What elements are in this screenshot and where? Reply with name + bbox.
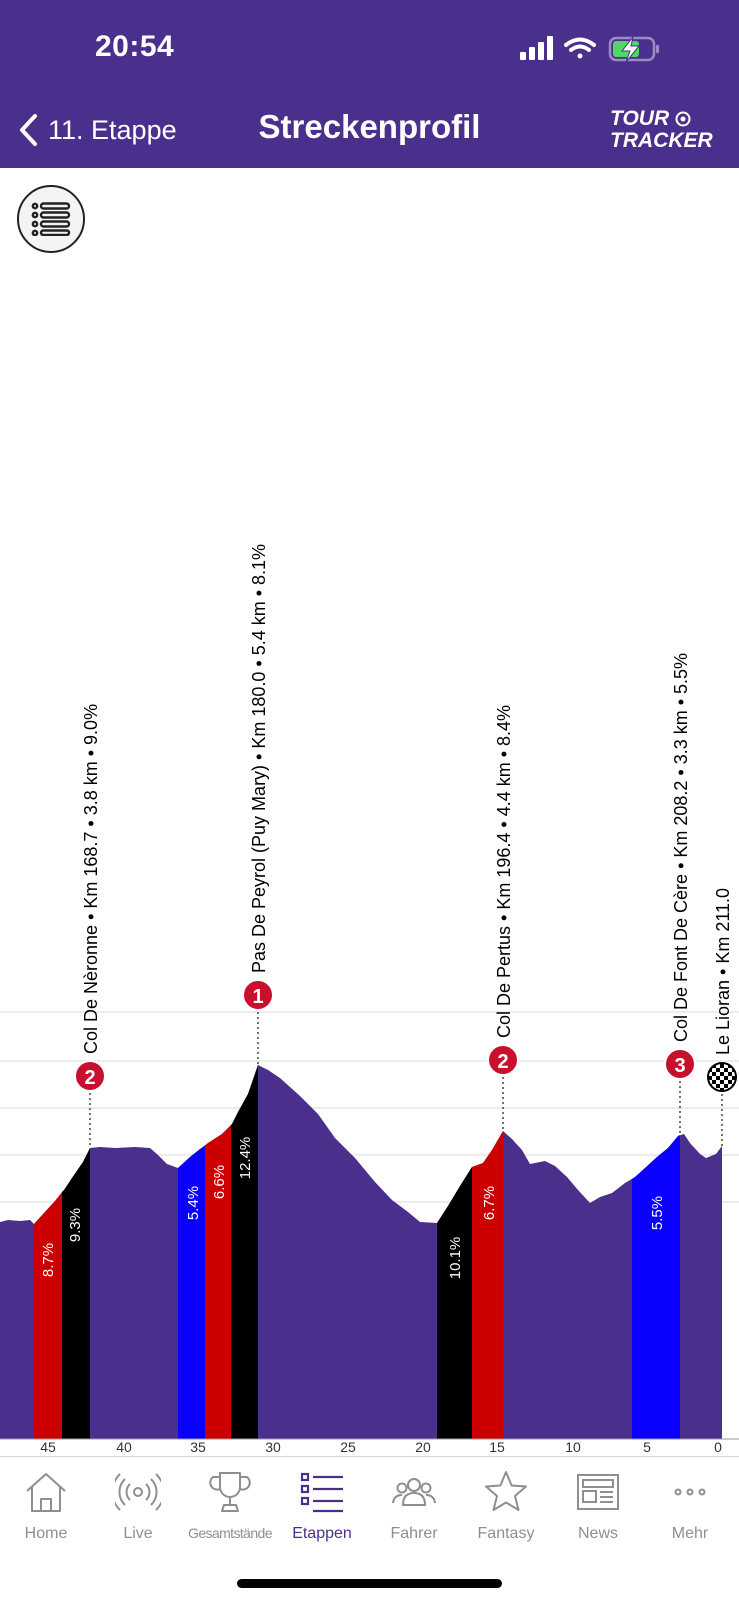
- axis-tick: 45: [40, 1439, 56, 1455]
- segment-red-1: [34, 1192, 62, 1439]
- segment-label: 5.5%: [649, 1196, 666, 1230]
- segment-black-3: [437, 1167, 472, 1439]
- stage-profile-chart: 8.7% 9.3% 5.4% 6.6% 12.4% 10.1% 6.7% 5.5…: [0, 544, 739, 1455]
- climb-category: 1: [252, 986, 263, 1008]
- back-button[interactable]: 11. Etappe: [18, 108, 177, 152]
- star-icon: [485, 1471, 527, 1511]
- logo-line-2: TRACKER: [610, 129, 713, 152]
- tab-news[interactable]: News: [552, 1469, 644, 1543]
- segment-red-3: [472, 1131, 503, 1439]
- status-icons: [520, 36, 659, 63]
- finish-label: Le Lioran • Km 211.0: [713, 888, 733, 1055]
- segment-black-2: [231, 1065, 258, 1439]
- climb-marker[interactable]: 3 Col De Font De Cère • Km 208.2 • 3.3 k…: [664, 653, 696, 1080]
- climb-marker[interactable]: 2 Col De Nèronne • Km 168.7 • 3.8 km • 9…: [74, 704, 106, 1092]
- axis-tick: 40: [116, 1439, 132, 1455]
- climb-label: Col De Pertus • Km 196.4 • 4.4 km • 8.4%: [494, 705, 514, 1038]
- list-icon: [31, 202, 71, 236]
- segment-label: 10.1%: [447, 1237, 464, 1280]
- logo-line-1: TOUR: [610, 108, 714, 130]
- segment-label: 6.6%: [211, 1165, 228, 1199]
- climb-marker[interactable]: 2 Col De Pertus • Km 196.4 • 4.4 km • 8.…: [487, 705, 519, 1076]
- segment-label: 9.3%: [67, 1208, 84, 1242]
- axis-tick: 20: [415, 1439, 431, 1455]
- climb-label: Col De Nèronne • Km 168.7 • 3.8 km • 9.0…: [81, 704, 101, 1054]
- target-icon: [675, 111, 691, 127]
- bottom-tab-bar: Home Live Gesamtstände: [0, 1456, 739, 1600]
- tab-riders[interactable]: Fahrer: [368, 1469, 460, 1543]
- checkered-flag-icon: [707, 1062, 737, 1092]
- more-icon: [674, 1488, 706, 1496]
- elevation-area: [0, 1065, 722, 1439]
- gradient-labels: 8.7% 9.3% 5.4% 6.6% 12.4% 10.1% 6.7% 5.5…: [40, 1137, 666, 1280]
- tab-more[interactable]: Mehr: [644, 1469, 736, 1543]
- climb-category: 2: [497, 1051, 508, 1073]
- segment-label: 5.4%: [185, 1186, 202, 1220]
- newspaper-icon: [577, 1474, 619, 1510]
- segment-red-2: [205, 1125, 231, 1439]
- climb-markers: 2 Col De Nèronne • Km 168.7 • 3.8 km • 9…: [74, 544, 738, 1093]
- segment-blue-2: [632, 1135, 680, 1439]
- segment-label: 6.7%: [481, 1186, 498, 1220]
- tab-fantasy[interactable]: Fantasy: [460, 1469, 552, 1543]
- segment-label: 12.4%: [237, 1137, 254, 1180]
- gradient-segments: [34, 1065, 680, 1439]
- riders-icon: [392, 1478, 436, 1506]
- list-icon: [300, 1472, 343, 1513]
- signal-icon: [520, 36, 553, 60]
- axis-tick: 10: [565, 1439, 581, 1455]
- segment-blue-1: [178, 1146, 205, 1439]
- climb-category: 2: [84, 1067, 95, 1089]
- axis-tick: 35: [190, 1439, 206, 1455]
- chevron-left-icon: [20, 114, 37, 146]
- segment-black-1: [62, 1148, 90, 1439]
- climb-category: 3: [674, 1055, 685, 1077]
- axis-tick: 25: [340, 1439, 356, 1455]
- segment-label: 8.7%: [40, 1243, 57, 1277]
- axis-tick: 5: [643, 1439, 651, 1455]
- tab-home[interactable]: Home: [0, 1469, 92, 1543]
- battery-charging-icon: [608, 36, 659, 63]
- tour-tracker-logo: TOUR TRACKER: [610, 108, 714, 152]
- home-indicator: [237, 1579, 502, 1588]
- status-time: 20:54: [95, 30, 175, 63]
- back-label: 11. Etappe: [48, 114, 177, 145]
- tab-standings[interactable]: Gesamtstände: [184, 1469, 276, 1541]
- distance-axis: 45 40 35 30 25 20 15 10 5 0: [0, 1438, 739, 1455]
- app-header: 20:54 11. Etappe Streckenprofil TOUR: [0, 0, 739, 168]
- axis-tick: 15: [489, 1439, 505, 1455]
- stage-menu-button[interactable]: [17, 185, 85, 253]
- axis-tick: 0: [714, 1439, 722, 1455]
- tab-live[interactable]: Live: [92, 1469, 184, 1543]
- wifi-icon: [564, 37, 596, 59]
- climb-label: Pas De Peyrol (Puy Mary) • Km 180.0 • 5.…: [249, 544, 269, 973]
- climb-leaders: [89, 1012, 723, 1147]
- axis-tick: 30: [265, 1439, 281, 1455]
- climb-marker[interactable]: 1 Pas De Peyrol (Puy Mary) • Km 180.0 • …: [242, 544, 274, 1011]
- page-title: Streckenprofil: [258, 108, 481, 145]
- trophy-icon: [209, 1472, 251, 1512]
- broadcast-icon: [115, 1473, 161, 1511]
- climb-label: Col De Font De Cère • Km 208.2 • 3.3 km …: [671, 653, 691, 1042]
- home-icon: [26, 1473, 66, 1512]
- finish-marker[interactable]: Le Lioran • Km 211.0: [706, 888, 738, 1093]
- tab-stages[interactable]: Etappen: [276, 1469, 368, 1543]
